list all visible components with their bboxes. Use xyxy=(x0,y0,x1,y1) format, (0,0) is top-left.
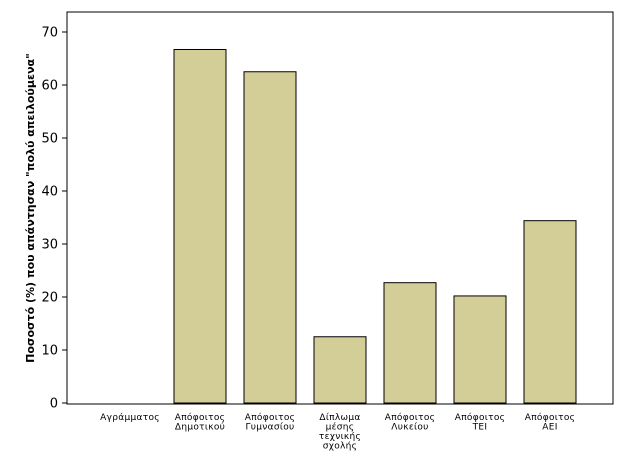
y-tick-label: 0 xyxy=(50,397,58,412)
y-axis: 0 10 20 30 40 50 60 70 xyxy=(41,26,67,412)
bar xyxy=(243,71,297,404)
bar xyxy=(173,48,227,404)
x-category-label: Απόφοιτος Λυκείου xyxy=(385,412,435,433)
x-category-label: Αγράμματος xyxy=(100,413,160,423)
y-tick-label: 30 xyxy=(41,238,58,253)
x-category-label: Απόφοιτος ΤΕΙ xyxy=(455,412,505,433)
bar xyxy=(523,220,577,404)
y-tick-label: 20 xyxy=(41,291,58,306)
bar xyxy=(313,336,367,404)
x-axis-labels: Αγράμματος Απόφοιτος Δημοτικού Απόφοιτος Γυμ… xyxy=(100,412,575,452)
x-category-label: Απόφοιτος Δημοτικού xyxy=(175,412,225,433)
y-tick-label: 50 xyxy=(41,132,58,147)
bar xyxy=(453,295,507,404)
bar xyxy=(383,282,437,404)
x-category-label: Δίπλωμα μέσης τεχνικής σχολής xyxy=(319,413,361,452)
y-tick-label: 40 xyxy=(41,185,58,200)
bars xyxy=(173,48,577,404)
y-tick-label: 10 xyxy=(41,344,58,359)
y-tick-label: 60 xyxy=(41,79,58,94)
x-category-label: Απόφοιτος Γυμνασίου xyxy=(245,412,295,433)
x-category-label: Απόφοιτος ΑΕΙ xyxy=(525,412,575,433)
y-tick-label: 70 xyxy=(41,26,58,41)
y-axis-title: Ποσοστό (%) που απάντησαν "πολύ απειλούμ… xyxy=(24,53,37,363)
